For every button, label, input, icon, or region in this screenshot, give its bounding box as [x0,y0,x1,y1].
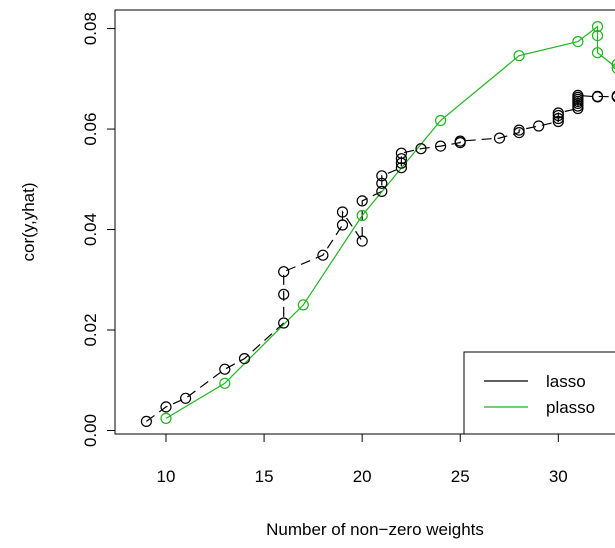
x-tick-label: 20 [353,467,372,486]
series-lasso-point [219,363,231,375]
x-tick-label: 10 [157,467,176,486]
series-plasso-point [160,412,172,424]
series-lasso-point [278,266,290,278]
series-plasso-point [572,35,584,48]
series-lasso-point [376,185,388,197]
y-axis-label: cor(y,yhat) [19,182,38,261]
series-plasso-line [165,25,615,419]
series-plasso-point [591,47,604,59]
series-lasso-point [552,112,564,125]
series-lasso-point [140,415,152,427]
series-lasso-point [278,317,290,329]
series-lasso-point [395,162,407,174]
series-lasso-point [238,353,251,365]
series-lasso-point [160,401,172,413]
legend-plasso-label: plasso [546,398,595,417]
x-axis-label: Number of non−zero weights [266,520,484,539]
series-lasso-point [552,107,564,119]
series-plasso-point [297,299,309,311]
series-lasso-point [415,143,427,155]
series-lasso-point [395,153,407,165]
series-lasso-point [336,219,349,231]
series-lasso-point [572,89,584,102]
series-plasso-point [513,50,525,62]
series-lasso-point [552,115,564,128]
series-lasso-point [454,135,466,147]
series-lasso-point [376,170,388,182]
legend: lasso plasso [463,351,615,435]
series-lasso-point [180,392,192,404]
series-lasso-point [376,177,388,189]
series-lasso-point [317,249,329,261]
x-tick-label: 25 [451,467,470,486]
series-lasso-point [278,288,290,300]
series-plasso-point [611,59,615,70]
y-tick-label: 0.08 [81,12,100,45]
y-tick-label: 0.06 [81,113,100,146]
y-tick-label: 0.04 [81,213,100,246]
series-lasso-point [513,124,525,136]
series-lasso-point [533,120,545,132]
series-plasso-point [435,114,447,127]
series-lasso-point [336,206,349,218]
y-tick-label: 0.00 [81,414,100,447]
series-lasso-point [356,235,368,247]
series-plasso-point [611,63,615,74]
series-lasso-point [435,140,447,152]
series-plasso-point [219,377,231,389]
series-lasso-point [591,90,604,103]
y-tick-label: 0.02 [81,313,100,346]
series-lasso-point [493,132,506,144]
legend-lasso-label: lasso [546,372,586,391]
legend-box [463,351,615,435]
series-lasso-point [611,90,615,102]
series-plasso-point [591,29,604,42]
series-lasso-point [356,195,368,207]
x-tick-label: 30 [549,467,568,486]
series-plasso-point [356,209,368,222]
series-plasso-point [591,21,604,33]
x-tick-label: 15 [255,467,274,486]
series-lasso-point [395,147,407,159]
